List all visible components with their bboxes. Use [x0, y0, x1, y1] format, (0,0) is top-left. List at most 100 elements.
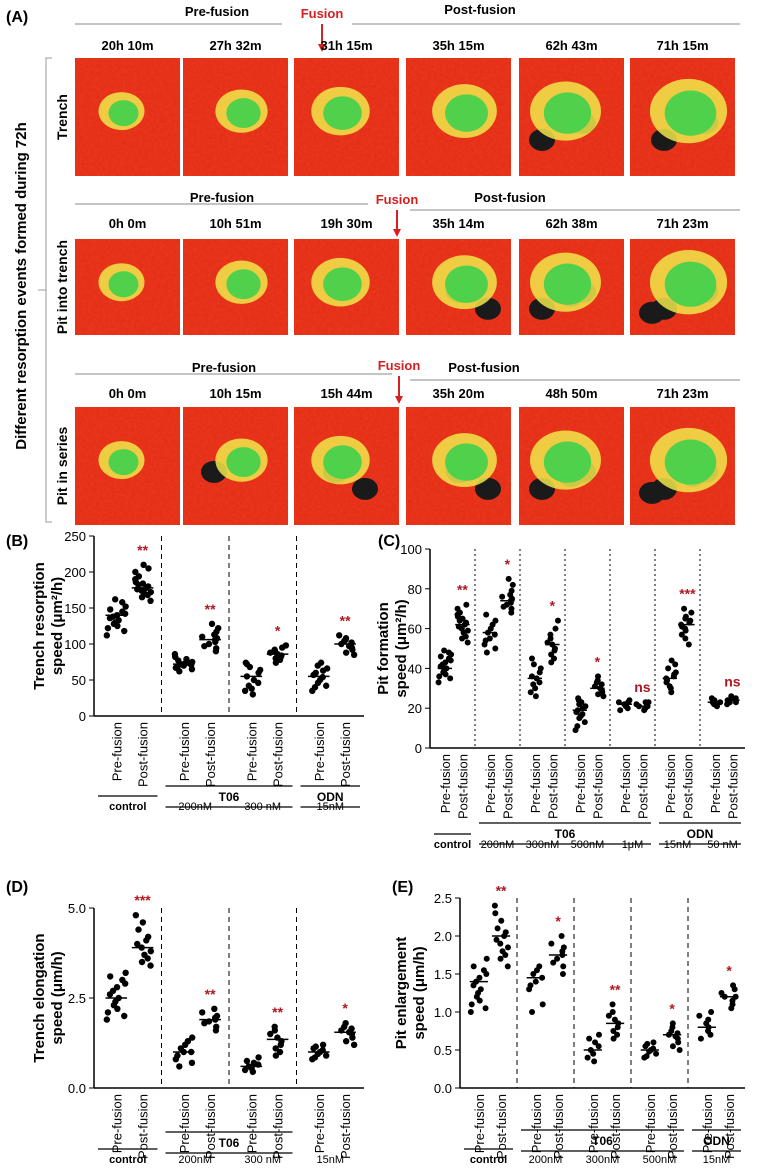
data-point: [249, 691, 257, 698]
data-point: [445, 649, 452, 656]
data-point: [509, 581, 516, 588]
data-point: [276, 1048, 284, 1056]
data-point: [211, 1005, 218, 1012]
group-label: control: [109, 801, 146, 813]
significance-mark: **: [496, 883, 507, 899]
fusion-label: Fusion: [378, 358, 421, 373]
micrograph-image: [294, 58, 399, 176]
group-label: 500nM: [571, 839, 605, 851]
x-tick-label: Pre-fusion: [586, 1094, 601, 1153]
data-point: [348, 1025, 355, 1032]
data-point: [184, 1038, 192, 1045]
treatment-label: T06: [592, 1134, 613, 1148]
time-label: 35h 20m: [432, 386, 484, 401]
treatment-label: T06: [219, 1136, 240, 1150]
x-tick-label: Post-fusion: [500, 754, 515, 819]
data-point: [497, 940, 504, 947]
group-label: control: [470, 1154, 507, 1166]
y-tick-label: 200: [64, 565, 86, 580]
data-point: [498, 917, 505, 924]
data-point: [539, 1001, 546, 1008]
x-tick-label: Pre-fusion: [472, 1094, 487, 1153]
post-fusion-label: Post-fusion: [444, 2, 516, 17]
significance-mark: **: [137, 542, 148, 558]
data-point: [499, 948, 506, 955]
y-tick-label: 100: [64, 637, 86, 652]
data-point: [617, 707, 624, 714]
data-point: [477, 986, 484, 993]
y-tick-label: 150: [64, 601, 86, 616]
x-tick-label: Pre-fusion: [529, 1094, 544, 1153]
group-label: 500nM: [643, 1154, 677, 1166]
significance-mark: **: [340, 612, 351, 628]
data-point: [119, 976, 126, 984]
y-axis-title-line1: Trench resorption: [31, 562, 48, 690]
data-point: [147, 588, 155, 596]
data-point: [350, 1041, 358, 1049]
data-point: [530, 971, 537, 977]
time-label: 15h 44m: [320, 386, 372, 401]
data-point: [323, 665, 331, 672]
x-tick-label: Post-fusion: [203, 722, 218, 787]
data-point: [113, 984, 121, 991]
time-label: 48h 50m: [545, 386, 597, 401]
data-point: [650, 1039, 657, 1046]
data-point: [255, 1054, 262, 1061]
fusion-label: Fusion: [376, 192, 419, 207]
data-point: [199, 633, 206, 640]
data-point: [483, 649, 490, 656]
y-axis-title-line2: speed (μm/h): [411, 946, 428, 1039]
group-label: 15nM: [664, 839, 692, 851]
treatment-label: ODN: [687, 827, 714, 841]
data-point: [508, 587, 515, 594]
data-point: [436, 673, 443, 680]
data-point: [267, 1030, 274, 1038]
data-point: [595, 1031, 602, 1038]
data-point: [730, 982, 737, 989]
significance-mark: *: [550, 598, 556, 614]
micrograph-image: [183, 239, 288, 335]
data-point: [312, 669, 319, 676]
data-point: [491, 902, 498, 909]
data-point: [548, 940, 555, 947]
x-tick-label: Pre-fusion: [700, 1094, 715, 1153]
significance-mark: ***: [679, 586, 696, 602]
osteoclast-cell: [664, 439, 717, 485]
data-point: [666, 683, 673, 690]
data-point: [582, 703, 589, 710]
y-tick-label: 2.0: [434, 929, 452, 944]
y-tick-label: 0.0: [68, 1081, 86, 1096]
group-label: 50 nM: [707, 839, 738, 851]
x-tick-label: Post-fusion: [665, 1094, 680, 1159]
x-tick-label: Pre-fusion: [312, 1094, 327, 1153]
pre-fusion-label: Pre-fusion: [190, 190, 254, 205]
x-tick-label: Pre-fusion: [643, 1094, 658, 1153]
significance-mark: *: [275, 622, 281, 638]
data-point: [530, 681, 537, 688]
panel-label: (B): [6, 533, 28, 550]
data-point: [530, 661, 537, 668]
y-tick-label: 0.5: [434, 1043, 452, 1058]
micrograph-image: [294, 239, 399, 335]
panel-a: (A) Different resorption events formed du…: [6, 2, 740, 525]
data-point: [441, 647, 448, 654]
data-point: [322, 682, 330, 689]
row-label: Trench: [54, 94, 70, 140]
significance-mark: **: [272, 1004, 283, 1020]
data-point: [504, 963, 511, 970]
y-tick-label: 0: [415, 741, 422, 756]
data-point: [708, 1009, 715, 1015]
data-point: [144, 933, 152, 940]
data-point: [586, 1035, 593, 1042]
x-tick-label: Post-fusion: [608, 1094, 623, 1159]
data-point: [643, 1053, 650, 1060]
data-point: [176, 1063, 183, 1070]
panel-a-y-title: Different resorption events formed durin…: [13, 122, 30, 450]
panel-label: (E): [392, 879, 413, 896]
data-point: [171, 650, 179, 658]
y-axis-title-line1: Pit enlargement: [393, 937, 410, 1050]
osteoclast-cell: [664, 261, 717, 307]
significance-mark: *: [669, 1000, 675, 1016]
significance-mark: *: [505, 556, 511, 572]
